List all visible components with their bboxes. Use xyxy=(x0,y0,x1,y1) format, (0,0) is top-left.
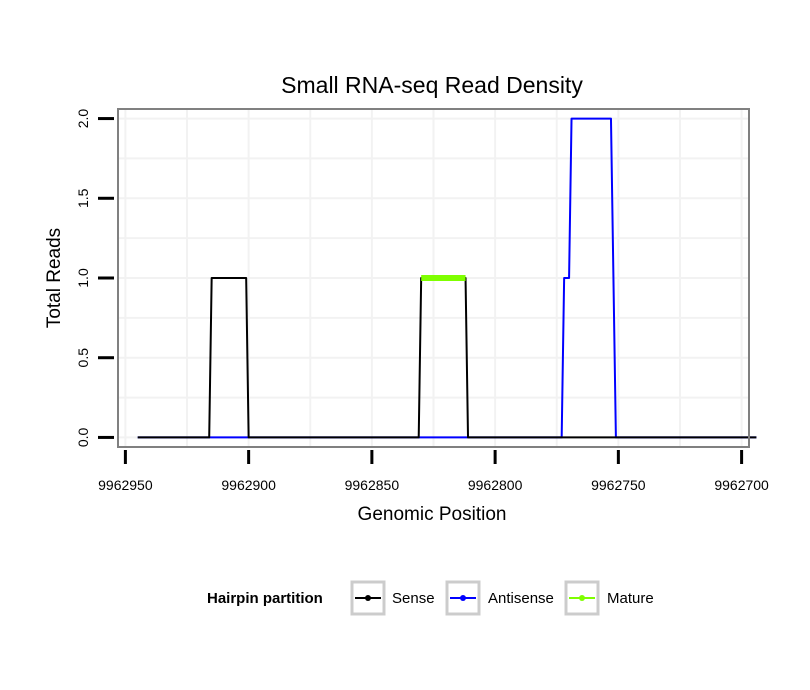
series-layer xyxy=(137,117,757,439)
series-line-antisense xyxy=(137,117,757,439)
y-tick-label: 2.0 xyxy=(75,109,91,129)
x-tick-label: 9962950 xyxy=(98,477,153,493)
legend-label-antisense: Antisense xyxy=(488,590,554,607)
legend-dot-mature xyxy=(579,595,585,601)
y-tick-label: 0.5 xyxy=(75,348,91,368)
y-axis-title: Total Reads xyxy=(44,228,65,328)
legend-dot-sense xyxy=(365,595,371,601)
x-tick-label: 9962800 xyxy=(468,477,523,493)
x-tick-label: 9962750 xyxy=(591,477,646,493)
plot-panel xyxy=(117,108,750,448)
legend-dot-antisense xyxy=(460,595,466,601)
series-line-sense xyxy=(137,277,757,439)
legend-title: Hairpin partition xyxy=(207,590,323,607)
x-tick-label: 9962700 xyxy=(714,477,769,493)
y-tick-label: 0.0 xyxy=(75,427,91,447)
y-tick-label: 1.5 xyxy=(75,188,91,208)
legend-label-sense: Sense xyxy=(392,590,435,607)
x-axis: 9962950 9962900 9962850 9962800 9962750 99627… xyxy=(98,450,769,493)
legend: Sense Antisense Mature xyxy=(350,580,654,616)
legend-label-mature: Mature xyxy=(607,590,654,607)
y-tick-label: 1.0 xyxy=(75,268,91,288)
x-axis-title: Genomic Position xyxy=(358,504,507,525)
x-tick-label: 9962900 xyxy=(221,477,276,493)
y-axis: 0.0 0.5 1.0 1.5 2.0 xyxy=(75,109,114,447)
chart-title: Small RNA-seq Read Density xyxy=(281,72,583,98)
x-tick-label: 9962850 xyxy=(345,477,400,493)
